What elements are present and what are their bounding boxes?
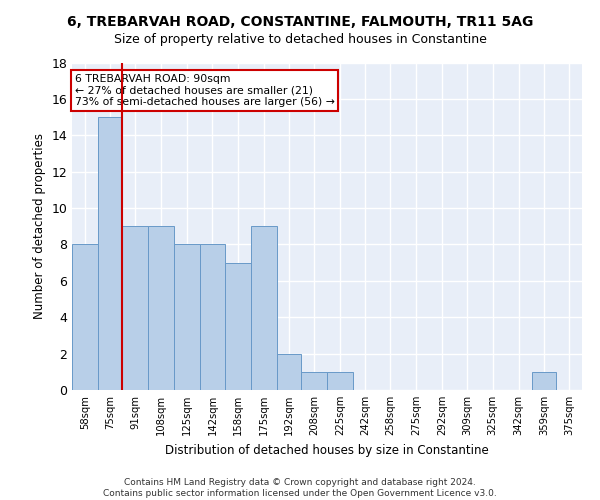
Bar	[175, 244, 200, 390]
Bar	[251, 226, 277, 390]
Bar	[327, 372, 353, 390]
Bar	[301, 372, 327, 390]
Bar	[200, 244, 224, 390]
Text: Size of property relative to detached houses in Constantine: Size of property relative to detached ho…	[113, 32, 487, 46]
Bar	[277, 354, 301, 390]
Bar	[98, 117, 122, 390]
Text: 6, TREBARVAH ROAD, CONSTANTINE, FALMOUTH, TR11 5AG: 6, TREBARVAH ROAD, CONSTANTINE, FALMOUTH…	[67, 15, 533, 29]
Bar	[224, 262, 251, 390]
Bar	[122, 226, 148, 390]
X-axis label: Distribution of detached houses by size in Constantine: Distribution of detached houses by size …	[165, 444, 489, 456]
Text: Contains HM Land Registry data © Crown copyright and database right 2024.
Contai: Contains HM Land Registry data © Crown c…	[103, 478, 497, 498]
Bar	[148, 226, 175, 390]
Text: 6 TREBARVAH ROAD: 90sqm
← 27% of detached houses are smaller (21)
73% of semi-de: 6 TREBARVAH ROAD: 90sqm ← 27% of detache…	[74, 74, 334, 107]
Bar	[72, 244, 98, 390]
Y-axis label: Number of detached properties: Number of detached properties	[33, 133, 46, 320]
Bar	[532, 372, 556, 390]
